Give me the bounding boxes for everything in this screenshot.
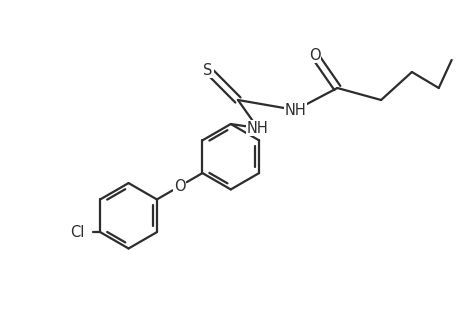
Text: Cl: Cl	[70, 225, 85, 240]
Text: NH: NH	[247, 121, 269, 135]
Text: NH: NH	[285, 102, 307, 117]
Text: S: S	[203, 63, 213, 78]
Text: O: O	[308, 47, 320, 63]
Text: O: O	[174, 179, 186, 194]
